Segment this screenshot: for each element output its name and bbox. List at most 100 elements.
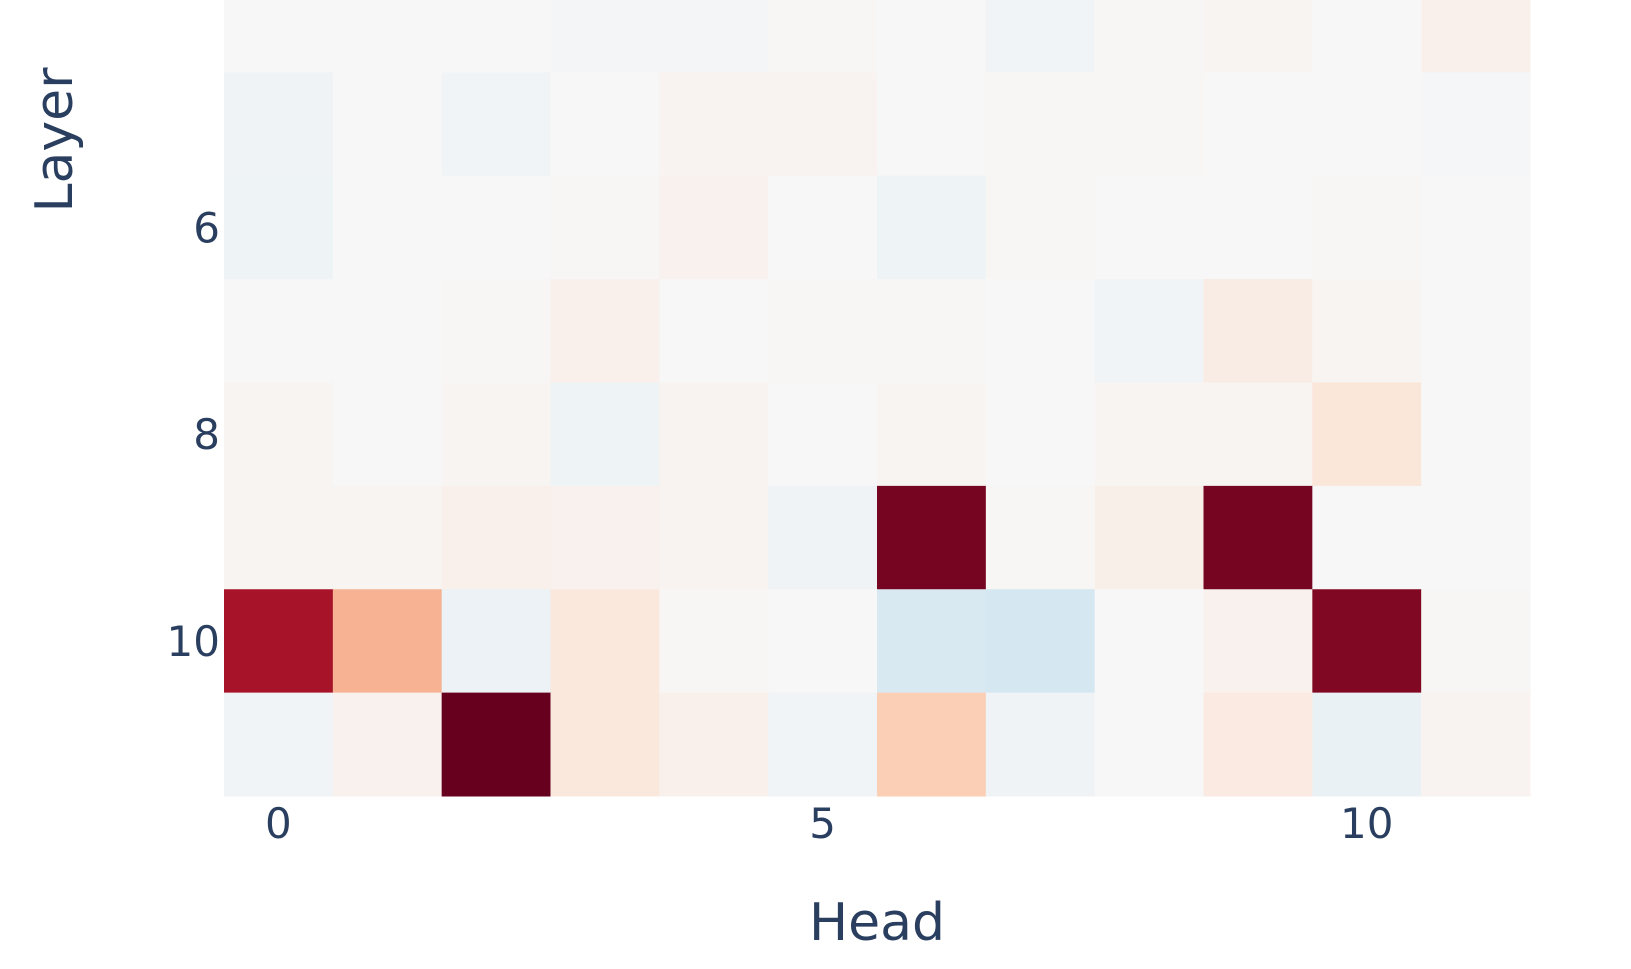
heatmap-cell — [1421, 279, 1531, 383]
heatmap-cell — [1421, 692, 1531, 797]
heatmap-cell — [768, 0, 878, 73]
x-tick-label: 0 — [265, 799, 292, 848]
heatmap-cells — [224, 0, 1531, 797]
heatmap-cell — [985, 72, 1096, 177]
heatmap-cell — [1094, 279, 1204, 383]
heatmap-cell — [659, 279, 769, 383]
heatmap-cell — [224, 692, 334, 797]
heatmap-cell — [224, 0, 334, 73]
heatmap-cell — [1094, 72, 1204, 177]
x-axis-title: Head — [809, 893, 945, 953]
heatmap-cell — [441, 382, 551, 487]
heatmap-cell — [1094, 382, 1204, 487]
heatmap-cell — [659, 175, 769, 280]
heatmap-cell — [332, 692, 443, 797]
heatmap-cell — [877, 382, 987, 487]
heatmap-cell — [1312, 382, 1422, 487]
heatmap-cell — [659, 382, 769, 487]
heatmap-cell — [768, 485, 878, 590]
heatmap-cell — [1203, 0, 1313, 73]
heatmap-cell — [1421, 382, 1531, 487]
heatmap-cell — [224, 279, 334, 383]
heatmap-cell — [550, 485, 660, 590]
heatmap-cell — [441, 72, 551, 177]
heatmap-cell — [224, 72, 334, 177]
heatmap-cell — [441, 0, 551, 73]
heatmap-cell — [1312, 589, 1422, 694]
heatmap-cell — [332, 175, 443, 280]
heatmap-cell — [1203, 279, 1313, 383]
heatmap-cell — [985, 485, 1096, 590]
heatmap-cell — [659, 692, 769, 797]
heatmap-cell — [768, 72, 878, 177]
heatmap-cell — [659, 589, 769, 694]
x-tick-label: 10 — [1340, 799, 1393, 848]
heatmap-cell — [877, 692, 987, 797]
heatmap-cell — [1312, 72, 1422, 177]
y-tick-label: 6 — [193, 203, 220, 252]
heatmap-cell — [1312, 0, 1422, 73]
heatmap-cell — [768, 279, 878, 383]
heatmap-cell — [985, 279, 1096, 383]
y-tick-label: 10 — [167, 617, 220, 666]
heatmap-cell — [659, 0, 769, 73]
heatmap-cell — [1203, 692, 1313, 797]
heatmap-cell — [441, 692, 551, 797]
heatmap-cell — [1312, 485, 1422, 590]
heatmap-cell — [877, 72, 987, 177]
heatmap-cell — [985, 692, 1096, 797]
heatmap-cell — [441, 175, 551, 280]
heatmap-cell — [1094, 0, 1204, 73]
heatmap-cell — [1203, 72, 1313, 177]
heatmap-cell — [1312, 175, 1422, 280]
heatmap-cell — [1421, 175, 1531, 280]
heatmap-cell — [332, 485, 443, 590]
heatmap-cell — [550, 692, 660, 797]
heatmap-cell — [332, 0, 443, 73]
heatmap-cell — [441, 485, 551, 590]
heatmap-cell — [985, 0, 1096, 73]
heatmap-cell — [1094, 692, 1204, 797]
heatmap-cell — [550, 382, 660, 487]
heatmap-cell — [877, 0, 987, 73]
y-axis-title: Layer — [25, 67, 85, 213]
heatmap-cell — [550, 175, 660, 280]
heatmap-cell — [659, 485, 769, 590]
heatmap-cell — [1203, 589, 1313, 694]
heatmap-cell — [877, 175, 987, 280]
heatmap-cell — [1203, 485, 1313, 590]
heatmap-cell — [1421, 589, 1531, 694]
heatmap-cell — [441, 589, 551, 694]
heatmap-cell — [1421, 72, 1531, 177]
heatmap-cell — [768, 589, 878, 694]
heatmap-cell — [224, 589, 334, 694]
heatmap-cell — [877, 589, 987, 694]
heatmap-cell — [985, 175, 1096, 280]
heatmap-cell — [1094, 485, 1204, 590]
heatmap-cell — [441, 279, 551, 383]
heatmap-cell — [1094, 175, 1204, 280]
x-tick-label: 5 — [809, 799, 836, 848]
heatmap-cell — [332, 279, 443, 383]
heatmap-cell — [1203, 382, 1313, 487]
heatmap-cell — [332, 382, 443, 487]
heatmap-cell — [550, 0, 660, 73]
heatmap-cell — [224, 175, 334, 280]
heatmap-cell — [1421, 0, 1531, 73]
heatmap-cell — [1312, 279, 1422, 383]
heatmap-cell — [332, 72, 443, 177]
x-axis-ticks: 0 5 10 — [265, 799, 1393, 848]
heatmap-cell — [768, 692, 878, 797]
heatmap-cell — [1421, 485, 1531, 590]
y-tick-label: 8 — [193, 410, 220, 459]
heatmap-cell — [224, 382, 334, 487]
heatmap-cell — [1203, 175, 1313, 280]
heatmap-cell — [768, 382, 878, 487]
heatmap-cell — [550, 589, 660, 694]
heatmap-cell — [768, 175, 878, 280]
heatmap-cell — [550, 279, 660, 383]
heatmap-cell — [224, 485, 334, 590]
y-axis-ticks: 6 8 10 — [167, 203, 220, 666]
heatmap-cell — [659, 72, 769, 177]
heatmap-cell — [1094, 589, 1204, 694]
